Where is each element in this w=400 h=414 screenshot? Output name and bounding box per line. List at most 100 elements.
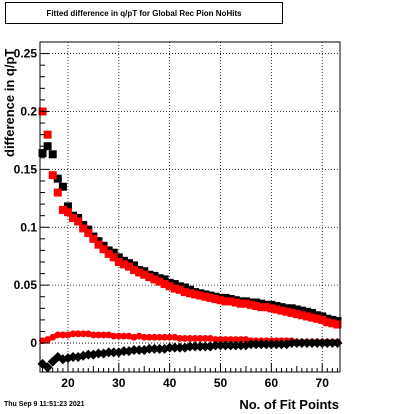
data-point-square [140,270,149,279]
data-point-diamond [190,341,201,352]
data-point-square [180,283,189,292]
data-point-square [124,262,133,271]
data-point-square [302,312,311,321]
data-point-square [297,306,306,315]
data-point-diamond [154,343,165,354]
data-point-diamond [210,340,221,351]
data-point-diamond [312,338,323,349]
data-point-circle [191,335,199,342]
data-point-diamond [251,339,262,350]
data-point-square [333,320,342,329]
data-point-square [206,293,215,302]
y-axis-label: difference in q/pT [2,48,17,157]
data-point-diamond [246,339,257,350]
data-point-circle [89,331,97,339]
data-point-square [79,224,88,233]
x-tick-label: 40 [163,376,177,390]
data-point-square [262,303,271,312]
data-point-diamond [185,341,195,352]
data-point-circle [232,336,240,343]
data-point-circle [100,331,107,339]
data-point-diamond [225,340,236,351]
data-point-square [150,275,159,284]
data-point-circle [186,335,194,342]
data-point-circle [212,336,219,343]
data-point-square [58,182,67,191]
data-point-diamond [235,340,246,351]
data-point-circle [110,332,118,340]
data-point-circle [59,331,67,339]
data-point-circle [115,332,123,340]
data-point-circle [161,333,168,341]
data-point-square [272,305,281,314]
data-point-circle [171,333,179,341]
y-tick-label: 0.1 [20,220,37,234]
data-point-diamond [108,347,119,358]
data-point-square [170,280,179,288]
data-point-circle [74,330,82,338]
timestamp: Thu Sep 9 11:51:23 2021 [4,401,85,408]
data-point-square [241,299,250,308]
data-point-circle [140,333,148,341]
data-point-square [323,318,332,327]
data-point-square [267,304,276,313]
y-tick-label: 0.15 [14,162,38,176]
data-point-square [104,249,113,258]
data-point-circle [145,333,153,341]
data-point-circle [69,330,77,338]
x-tick-label: 70 [316,376,330,390]
y-tick-label: 0.05 [14,278,38,292]
data-point-diamond [317,338,328,349]
data-point-circle [44,336,52,343]
data-point-square [247,300,256,309]
plot-frame [39,41,341,373]
data-point-diamond [266,339,277,350]
data-point-circle [242,336,250,343]
data-point-square [297,311,306,320]
data-point-circle [130,333,138,341]
data-point-square [170,284,179,293]
data-point-circle [135,332,143,340]
data-point-square [292,305,301,314]
data-point-diamond [276,339,287,350]
data-point-square [231,298,240,307]
data-point-square [48,150,57,159]
data-point-square [130,261,139,270]
x-tick-label: 50 [214,376,228,390]
data-point-diamond [134,345,145,355]
data-point-circle [222,336,229,343]
data-point-square [119,260,128,269]
data-point-square [74,217,83,226]
data-point-square [175,285,184,294]
data-point-diamond [220,340,231,351]
data-point-square [69,214,78,222]
y-tick-label: 0.2 [20,104,37,118]
data-point-circle [181,335,189,342]
data-point-square [53,188,62,197]
data-point-square [196,291,205,300]
data-point-square [165,282,174,291]
data-point-circle [206,335,214,342]
chart-title: Fitted difference in q/pT for Global Rec… [46,8,242,18]
data-point-diamond [83,349,94,360]
data-point-square [53,174,62,183]
data-point-circle [64,331,72,339]
data-point-circle [105,331,113,339]
data-point-circle [39,337,46,345]
data-point-circle [201,335,209,342]
x-tick-label: 30 [112,376,126,390]
data-point-diamond [149,343,160,354]
data-point-square [38,149,47,158]
data-point-square [318,315,327,324]
data-point-square [277,306,286,315]
data-point-diamond [256,339,267,350]
x-tick-label: 20 [61,376,75,390]
data-point-circle [156,333,163,341]
data-point-diamond [118,346,129,357]
data-point-circle [125,332,133,340]
data-point-circle [120,332,128,340]
chart-title-box: Fitted difference in q/pT for Global Rec… [5,2,283,24]
data-point-square [160,275,169,284]
data-point-diamond [195,341,206,352]
data-point-circle [196,335,204,342]
